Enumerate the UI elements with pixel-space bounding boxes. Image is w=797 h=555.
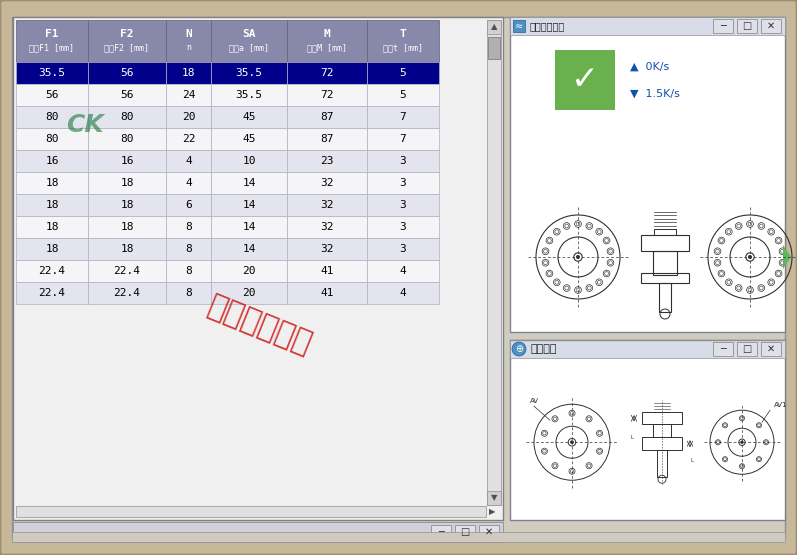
Text: 72: 72 <box>320 68 334 78</box>
Text: □: □ <box>742 21 752 31</box>
Bar <box>737 19 757 33</box>
Text: 56: 56 <box>45 90 59 100</box>
Text: ▼  1.5K/s: ▼ 1.5K/s <box>630 88 680 98</box>
Bar <box>16 194 88 216</box>
Text: 87: 87 <box>320 112 334 122</box>
Bar <box>287 150 367 172</box>
Text: 3: 3 <box>399 200 406 210</box>
Circle shape <box>748 255 752 259</box>
Text: 16: 16 <box>45 156 59 166</box>
Bar <box>367 84 439 106</box>
Bar <box>211 84 287 106</box>
Text: 23: 23 <box>320 156 334 166</box>
Bar <box>12 532 785 542</box>
Text: 18: 18 <box>45 200 59 210</box>
Bar <box>16 216 88 238</box>
Text: 18: 18 <box>120 244 134 254</box>
Bar <box>431 525 451 539</box>
Text: 5: 5 <box>399 90 406 100</box>
Bar <box>211 172 287 194</box>
Bar <box>211 260 287 282</box>
Bar <box>713 19 733 33</box>
Text: 14: 14 <box>242 178 256 188</box>
Bar <box>513 20 525 32</box>
Bar <box>287 128 367 150</box>
Bar <box>654 229 676 235</box>
Bar <box>287 106 367 128</box>
Text: 4: 4 <box>185 156 192 166</box>
Bar <box>211 282 287 304</box>
Bar <box>166 62 211 84</box>
Text: 14: 14 <box>242 222 256 232</box>
Text: M: M <box>324 29 331 39</box>
Text: 35.5: 35.5 <box>38 68 65 78</box>
Text: 56: 56 <box>120 90 134 100</box>
Text: 技术数据: 技术数据 <box>531 344 557 354</box>
Text: 56: 56 <box>120 68 134 78</box>
Bar <box>211 216 287 238</box>
Text: 22.4: 22.4 <box>38 288 65 298</box>
Text: 24: 24 <box>182 90 195 100</box>
Bar <box>487 20 501 34</box>
Bar <box>166 282 211 304</box>
Circle shape <box>512 342 526 356</box>
Bar <box>88 238 166 260</box>
Bar <box>367 238 439 260</box>
Bar <box>88 20 166 62</box>
Bar <box>487 20 501 505</box>
Text: 16: 16 <box>120 156 134 166</box>
Bar <box>367 194 439 216</box>
Bar <box>16 106 88 128</box>
Bar <box>166 20 211 62</box>
Text: 尺寸a [mm]: 尺寸a [mm] <box>229 43 269 53</box>
Bar <box>166 128 211 150</box>
Text: 4: 4 <box>185 178 192 188</box>
Text: 14: 14 <box>242 200 256 210</box>
Bar <box>642 412 682 424</box>
Text: 7: 7 <box>399 134 406 144</box>
Text: F1: F1 <box>45 29 59 39</box>
Text: ⊕: ⊕ <box>515 344 523 354</box>
Circle shape <box>740 441 744 443</box>
Text: ▲  0K/s: ▲ 0K/s <box>630 62 669 72</box>
Bar <box>510 340 785 520</box>
Text: 辰欧机电科技: 辰欧机电科技 <box>204 291 316 359</box>
Text: 3: 3 <box>399 178 406 188</box>
Text: 10: 10 <box>242 156 256 166</box>
Text: 32: 32 <box>320 222 334 232</box>
Bar <box>88 172 166 194</box>
Text: 5: 5 <box>399 68 406 78</box>
Text: 32: 32 <box>320 200 334 210</box>
Text: 80: 80 <box>45 134 59 144</box>
Text: 4: 4 <box>399 288 406 298</box>
Text: ▼: ▼ <box>491 493 497 502</box>
Text: F2: F2 <box>120 29 134 39</box>
Bar <box>287 20 367 62</box>
Text: 8: 8 <box>185 222 192 232</box>
Text: 3: 3 <box>399 222 406 232</box>
Circle shape <box>571 441 574 444</box>
Bar <box>166 194 211 216</box>
Text: □: □ <box>461 527 469 537</box>
Bar <box>166 150 211 172</box>
Bar <box>16 128 88 150</box>
Bar <box>16 172 88 194</box>
Circle shape <box>576 255 579 259</box>
Text: 32: 32 <box>320 244 334 254</box>
Bar <box>88 282 166 304</box>
Bar <box>16 150 88 172</box>
Bar <box>16 260 88 282</box>
Bar <box>641 273 689 283</box>
Text: ≈: ≈ <box>515 21 523 31</box>
Bar <box>367 128 439 150</box>
Text: T: T <box>399 29 406 39</box>
Bar <box>287 216 367 238</box>
Text: 尺寸F2 [mm]: 尺寸F2 [mm] <box>104 43 150 53</box>
Bar <box>488 37 500 59</box>
Text: 32: 32 <box>320 178 334 188</box>
Text: 20: 20 <box>242 288 256 298</box>
Text: 7: 7 <box>399 112 406 122</box>
Text: AV1: AV1 <box>774 402 787 408</box>
Text: 20: 20 <box>242 266 256 276</box>
